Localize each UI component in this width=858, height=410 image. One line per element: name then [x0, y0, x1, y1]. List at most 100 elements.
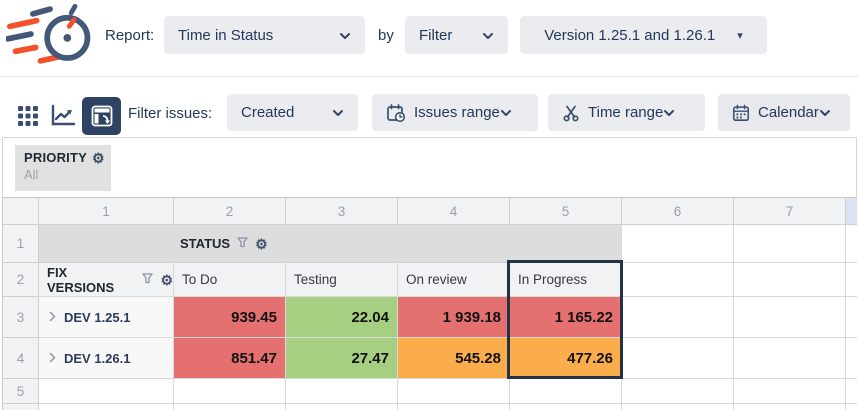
grid-cell[interactable] [734, 404, 846, 410]
grid-cell[interactable] [510, 404, 622, 410]
status-column-todo[interactable]: To Do [174, 263, 286, 297]
chevron-down-icon [332, 104, 344, 121]
report-type-value: Time in Status [178, 26, 274, 44]
grid-cell[interactable] [734, 263, 846, 297]
filter-version-select[interactable]: Version 1.25.1 and 1.26.1 ▾ [520, 16, 767, 54]
column-header-6[interactable]: 6 [622, 198, 734, 225]
chart-view-button[interactable] [46, 99, 80, 133]
grid-cell[interactable] [398, 404, 510, 410]
group-by-select[interactable]: Filter [405, 16, 508, 54]
gear-icon[interactable]: ⚙ [92, 149, 105, 166]
row-header-1[interactable]: 1 [3, 225, 39, 263]
pivot-table-icon [91, 105, 112, 127]
grid-corner-cell[interactable] [3, 198, 39, 225]
value-cell-selected[interactable]: 477.26 [510, 338, 622, 379]
gear-icon[interactable]: ⚙ [255, 235, 268, 252]
chevron-down-icon [819, 104, 831, 121]
calendar-button[interactable]: Calendar [718, 94, 850, 131]
status-dimension-cell[interactable]: STATUS ⚙ [39, 225, 622, 263]
grid-cell[interactable] [622, 379, 734, 404]
grid-cell[interactable] [734, 225, 846, 263]
row-header-5[interactable]: 5 [3, 379, 39, 404]
filter-version-value: Version 1.25.1 and 1.26.1 [544, 26, 716, 44]
gear-icon[interactable]: ⚙ [160, 271, 173, 288]
by-label: by [378, 27, 394, 44]
app-logo [5, 3, 98, 72]
row-label-dev-1-26-1[interactable]: DEV 1.26.1 [39, 338, 174, 379]
value-cell[interactable]: 27.47 [286, 338, 398, 379]
chevron-down-icon [663, 104, 675, 121]
issues-range-label: Issues range [414, 104, 500, 121]
status-column-on-review[interactable]: On review [398, 263, 510, 297]
grid-cell[interactable] [846, 404, 857, 410]
value-cell[interactable]: 22.04 [286, 297, 398, 338]
grid-cell[interactable] [622, 297, 734, 338]
row-label-dev-1-25-1[interactable]: DEV 1.25.1 [39, 297, 174, 338]
grid-cell[interactable] [286, 379, 398, 404]
calendar-clock-icon [386, 103, 406, 123]
value-cell[interactable]: 939.45 [174, 297, 286, 338]
priority-value: All [24, 167, 39, 182]
calendar-label: Calendar [758, 104, 819, 121]
priority-field-chip[interactable]: PRIORITY ⚙ All [15, 145, 111, 191]
filter-funnel-icon[interactable] [142, 272, 154, 287]
grid-cell[interactable] [846, 338, 857, 379]
group-by-value: Filter [419, 26, 453, 44]
fix-versions-dimension-cell[interactable]: FIX VERSIONS ⚙ [39, 263, 174, 297]
column-header-1[interactable]: 1 [39, 198, 174, 225]
row-header-2[interactable]: 2 [3, 263, 39, 297]
grid-cell[interactable] [846, 225, 857, 263]
grid-cell[interactable] [846, 379, 857, 404]
grid-cell[interactable] [734, 338, 846, 379]
column-header-3[interactable]: 3 [286, 198, 398, 225]
grid-cell[interactable] [39, 379, 174, 404]
filter-issues-label: Filter issues: [128, 105, 213, 122]
status-column-testing[interactable]: Testing [286, 263, 398, 297]
column-header-2[interactable]: 2 [174, 198, 286, 225]
fix-versions-label: FIX VERSIONS [47, 264, 115, 295]
grid-cell[interactable] [398, 379, 510, 404]
pivot-view-button[interactable] [82, 97, 121, 135]
grid-cell[interactable] [734, 379, 846, 404]
grid-cell[interactable] [846, 263, 857, 297]
grid-cell[interactable] [622, 338, 734, 379]
value-cell[interactable]: 851.47 [174, 338, 286, 379]
grid-cell[interactable] [174, 404, 286, 410]
grid-cell[interactable] [39, 404, 174, 410]
time-range-button[interactable]: Time range [548, 94, 705, 131]
report-type-select[interactable]: Time in Status [164, 16, 365, 54]
row-header-3[interactable]: 3 [3, 297, 39, 338]
filter-issues-value: Created [241, 104, 295, 121]
issues-range-button[interactable]: Issues range [372, 94, 538, 131]
chevron-down-icon [339, 27, 351, 44]
column-header-5[interactable]: 5 [510, 198, 622, 225]
grid-cell[interactable] [622, 404, 734, 410]
status-column-in-progress[interactable]: In Progress [510, 263, 622, 297]
grid-cell[interactable] [846, 297, 857, 338]
column-header-7[interactable]: 7 [734, 198, 846, 225]
filter-funnel-icon[interactable] [237, 236, 248, 251]
filter-issues-select[interactable]: Created [227, 94, 358, 131]
grid-icon [18, 106, 38, 126]
grid-view-button[interactable] [11, 99, 45, 133]
scissors-icon [562, 104, 580, 122]
value-cell-selected[interactable]: 1 165.22 [510, 297, 622, 338]
grid-cell[interactable] [622, 263, 734, 297]
grid-cell[interactable] [174, 379, 286, 404]
pivot-grid: 1 2 3 4 5 6 7 1 STATUS ⚙ 2 FIX VERSIONS [2, 197, 857, 410]
column-header-8-partial[interactable] [846, 198, 857, 225]
value-cell[interactable]: 545.28 [398, 338, 510, 379]
expand-chevron-icon[interactable] [49, 310, 56, 325]
grid-cell[interactable] [286, 404, 398, 410]
chevron-down-icon [482, 27, 494, 44]
grid-cell[interactable] [510, 379, 622, 404]
row-header-6-partial[interactable] [3, 404, 39, 410]
column-header-4[interactable]: 4 [398, 198, 510, 225]
grid-cell[interactable] [734, 297, 846, 338]
value-cell[interactable]: 1 939.18 [398, 297, 510, 338]
calendar-icon [732, 104, 750, 122]
grid-cell[interactable] [622, 225, 734, 263]
row-header-4[interactable]: 4 [3, 338, 39, 379]
expand-chevron-icon[interactable] [49, 351, 56, 366]
